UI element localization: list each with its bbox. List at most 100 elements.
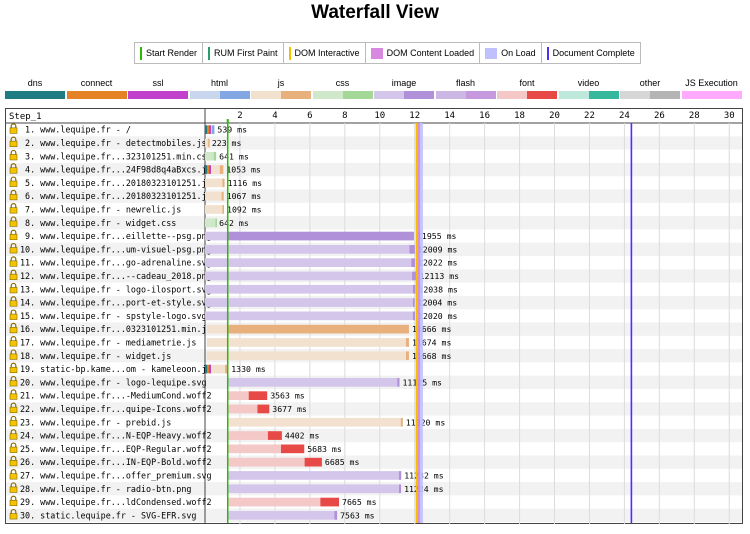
request-wait-bar — [205, 218, 216, 228]
row-background — [6, 428, 742, 443]
duration-label: 11224 ms — [404, 484, 444, 494]
marker-legend: Start Render RUM First Paint DOM Interacti… — [134, 42, 641, 64]
request-label: 23. www.lequipe.fr - prebid.js — [20, 417, 171, 427]
request-download-bar — [222, 205, 225, 214]
legend-type-label: font — [519, 78, 535, 88]
legend-type-label: ssl — [152, 78, 164, 88]
request-label: 24. www.lequipe.fr...N-EQP-Heavy.woff2 — [20, 431, 212, 441]
request-label: 19. static-bp.kame...om - kameleoon.js — [20, 364, 212, 374]
lock-icon — [9, 216, 18, 227]
lock-icon — [9, 149, 18, 161]
request-wait-bar — [205, 245, 410, 254]
duration-label: 642 ms — [219, 218, 249, 228]
legend-type-item: image — [374, 78, 434, 99]
request-label: 27. www.lequipe.fr...offer_premium.svg — [20, 470, 212, 480]
legend-marker-label: RUM First Paint — [214, 48, 278, 58]
legend-type-swatch — [558, 91, 619, 99]
x-tick-label: 10 — [374, 111, 385, 121]
x-tick-label: 18 — [514, 111, 525, 121]
lock-icon — [9, 508, 18, 520]
x-tick-label: 4 — [272, 111, 277, 121]
request-download-bar — [397, 378, 400, 387]
row-background — [6, 162, 742, 177]
legend-swatch — [140, 46, 142, 60]
duration-label: 12020 ms — [418, 311, 458, 321]
request-download-bar — [248, 391, 268, 400]
request-label: 22. www.lequipe.fr...quipe-Icons.woff2 — [20, 404, 212, 414]
request-label: 4. www.lequipe.fr...24F98d8q4aBxcs.js — [20, 165, 212, 175]
request-label: 6. www.lequipe.fr...20180323101251.js — [20, 191, 212, 201]
x-tick-label: 12 — [409, 111, 420, 121]
request-download-bar — [411, 258, 416, 267]
lock-icon — [9, 402, 18, 413]
request-label: 12. www.lequipe.fr...--cadeau_2018.png — [20, 271, 212, 281]
x-tick-label: 20 — [549, 111, 560, 121]
request-download-bar — [409, 245, 415, 254]
duration-label: 12113 ms — [420, 271, 460, 281]
duration-label: 7665 ms — [342, 497, 377, 507]
legend-type-item: font — [497, 78, 557, 99]
legend-type-swatch — [5, 91, 65, 99]
duration-label: 12004 ms — [418, 298, 458, 308]
legend-type-label: JS Execution — [685, 78, 738, 88]
request-download-bar — [412, 284, 416, 294]
request-label: 7. www.lequipe.fr - newrelic.js — [20, 204, 181, 214]
legend-type-label: flash — [455, 78, 475, 88]
request-download-bar — [405, 351, 409, 361]
legend-type-item: other — [620, 78, 680, 99]
request-wait-bar — [227, 497, 321, 507]
legend-type-item: video — [558, 78, 619, 99]
request-wait-bar — [227, 391, 249, 400]
request-label: 9. www.lequipe.fr...eillette--psg.png — [20, 231, 212, 241]
legend-type-item: connect — [66, 78, 127, 99]
legend-type-swatch — [251, 91, 311, 99]
duration-label: 4402 ms — [285, 431, 320, 441]
legend-marker-item: On Load — [480, 43, 542, 63]
legend-type-item: css — [312, 78, 373, 99]
lock-icon — [9, 415, 18, 427]
lock-icon — [9, 375, 18, 387]
duration-label: 223 ms — [212, 138, 242, 148]
request-wait-bar — [205, 231, 228, 241]
start-render-tick — [226, 119, 229, 123]
request-download-bar — [398, 484, 402, 494]
lock-icon — [9, 136, 18, 147]
request-label: 11. www.lequipe.fr...go-adrenaline.svg — [20, 258, 212, 268]
legend-type-swatch — [189, 91, 250, 99]
request-download-bar — [281, 444, 305, 454]
request-label: 21. www.lequipe.fr...-MediumCond.woff2 — [20, 391, 212, 401]
request-label: 20. www.lequipe.fr - logo-lequipe.svg — [20, 377, 207, 387]
legend-type-swatch — [374, 91, 434, 99]
request-label: 17. www.lequipe.fr - mediametrie.js — [20, 337, 196, 347]
page-title: Waterfall View — [311, 2, 439, 23]
request-download-bar — [257, 404, 270, 414]
legend-marker-label: Start Render — [146, 48, 198, 58]
legend-type-label: video — [577, 78, 600, 88]
connect-segment — [207, 364, 209, 374]
legend-type-item: JS Execution — [681, 78, 742, 99]
lock-icon — [9, 322, 18, 334]
legend-type-item: js — [251, 78, 311, 99]
type-legend: dns connect ssl html js css image flash font vide… — [0, 78, 750, 102]
request-label: 16. www.lequipe.fr...0323101251.min.js — [20, 324, 212, 334]
request-download-bar — [227, 324, 409, 334]
request-download-bar — [227, 231, 415, 241]
lock-icon — [9, 269, 18, 280]
legend-type-label: css — [335, 78, 350, 88]
legend-type-swatch — [128, 91, 188, 99]
waterfall-svg: Step_1 2 4 6 8 10 12 14 16 18 20 22 24 26 28 30 1. www.… — [5, 108, 743, 524]
lock-icon — [9, 349, 18, 360]
request-download-bar — [405, 338, 409, 347]
lock-icon — [9, 296, 18, 307]
duration-label: 12009 ms — [418, 244, 458, 254]
legend-swatch — [546, 46, 549, 60]
request-download-bar — [412, 298, 415, 307]
lock-icon — [9, 282, 18, 294]
legend-type-swatch — [681, 91, 742, 99]
request-wait-bar — [206, 324, 228, 334]
legend-type-item: flash — [435, 78, 496, 99]
connect-segment — [207, 165, 209, 174]
legend-marker-item: DOM Interactive — [284, 43, 366, 63]
lock-icon — [9, 389, 18, 400]
duration-label: 11666 ms — [412, 324, 452, 334]
